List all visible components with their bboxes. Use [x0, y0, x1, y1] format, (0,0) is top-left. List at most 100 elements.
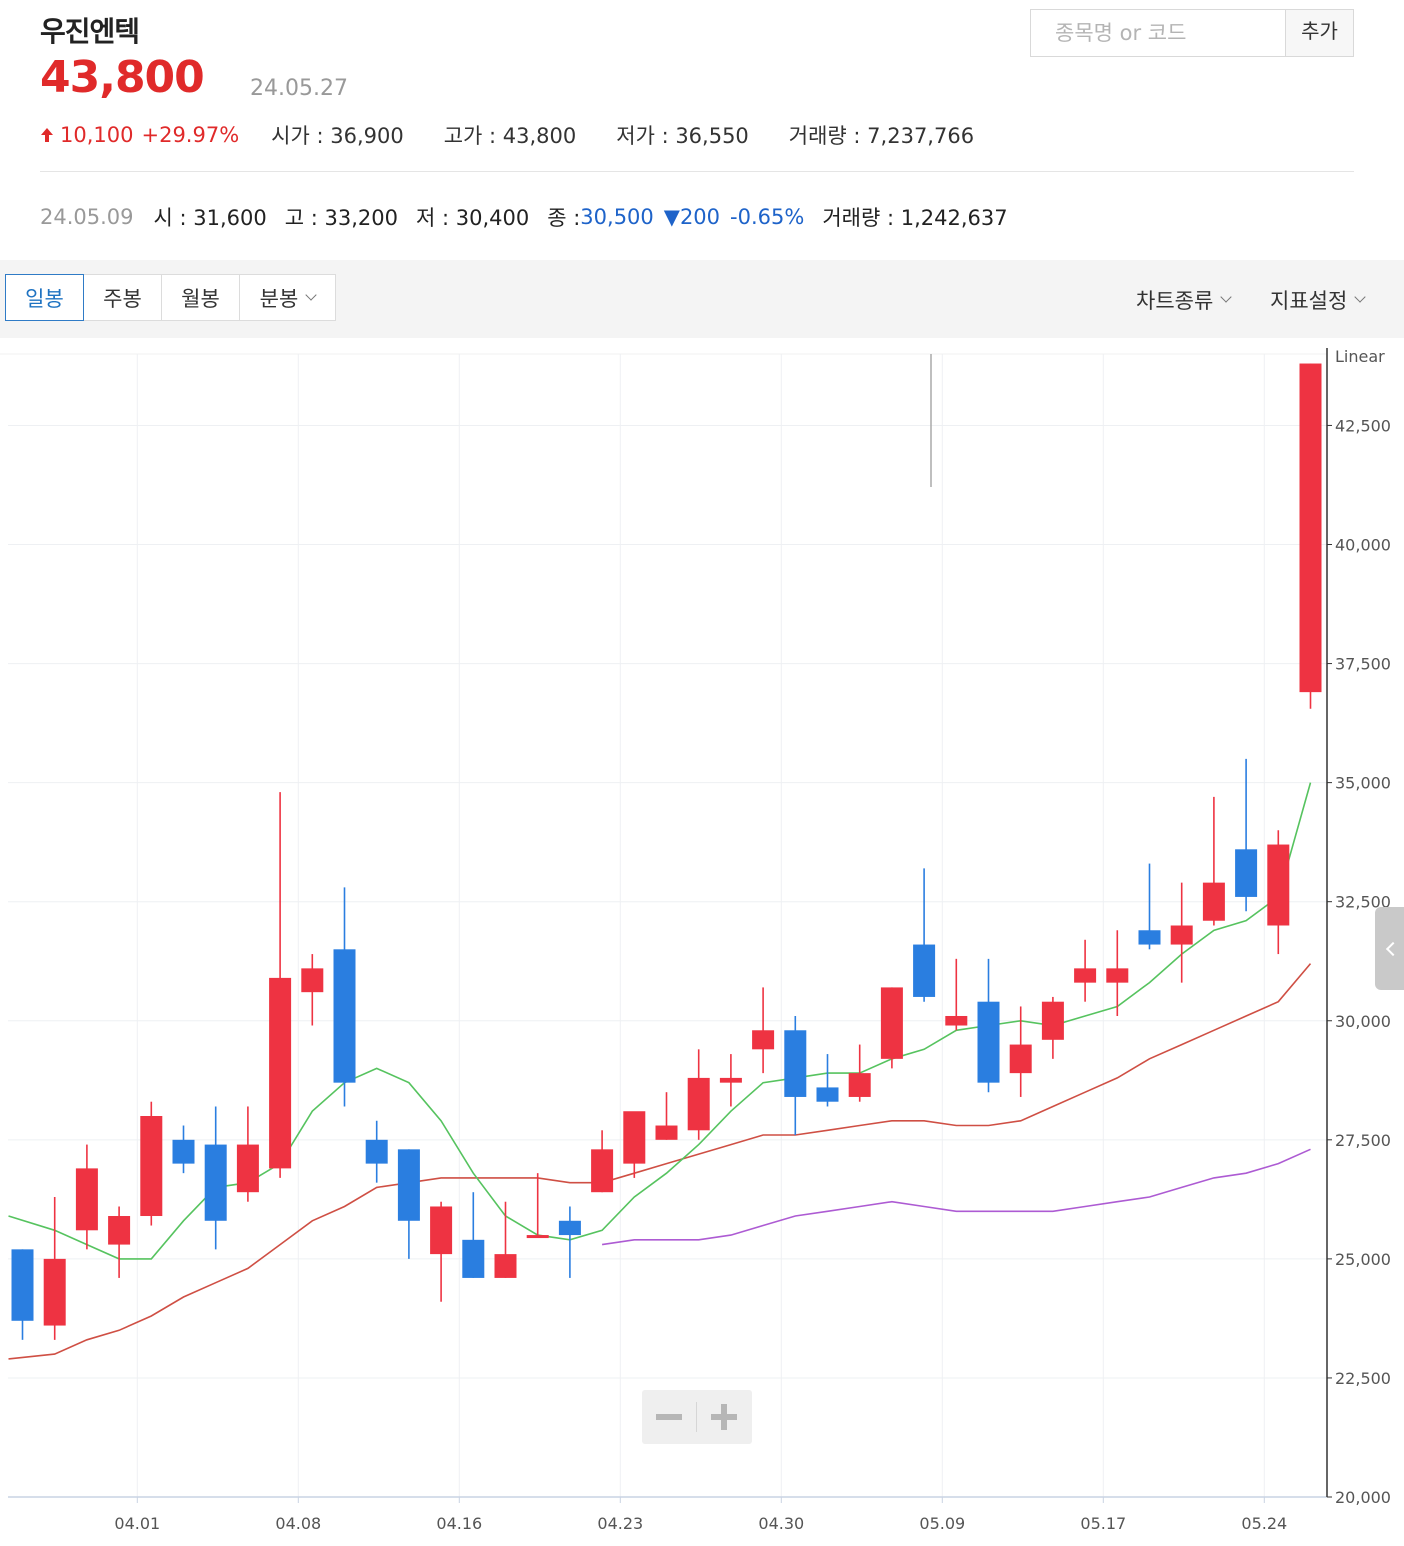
change-percent: +29.97% — [141, 123, 240, 147]
hover-date: 24.05.09 — [40, 205, 134, 229]
x-tick-label: 04.30 — [758, 1514, 804, 1533]
chevron-down-icon — [1354, 291, 1366, 303]
chevron-left-icon — [1385, 941, 1400, 956]
candle-body — [752, 1030, 775, 1050]
candle — [526, 1173, 549, 1239]
candle-body — [301, 968, 324, 993]
candle-body — [1041, 1001, 1064, 1040]
candle — [11, 1249, 34, 1340]
hover-change: 200 — [679, 205, 721, 229]
candle — [848, 1044, 871, 1102]
candle-body — [880, 987, 903, 1059]
candle — [301, 954, 324, 1026]
chart-type-dropdown[interactable]: 차트종류 — [1136, 285, 1232, 315]
hover-close-label: 종 : — [547, 206, 581, 230]
hover-high: 고 : 33,200 — [284, 206, 398, 230]
side-panel-toggle[interactable] — [1375, 907, 1404, 990]
up-arrow-icon — [41, 128, 53, 142]
candle-body — [591, 1149, 614, 1193]
chart-type-label: 차트종류 — [1136, 289, 1214, 313]
low-price: 저가 : 36,550 — [616, 124, 749, 148]
tab-minute[interactable]: 분봉 — [240, 274, 336, 321]
candle-body — [1170, 925, 1193, 945]
x-tick-label: 04.16 — [436, 1514, 482, 1533]
stock-name: 우진엔텍 — [40, 15, 140, 48]
ma20-line — [8, 963, 1312, 1360]
candle — [172, 1125, 195, 1174]
candle — [269, 792, 292, 1178]
zoom-in-button[interactable] — [697, 1390, 751, 1444]
ma60-line — [601, 1148, 1311, 1246]
candle — [462, 1192, 485, 1278]
candle-body — [204, 1144, 227, 1221]
x-tick-label: 05.24 — [1241, 1514, 1287, 1533]
y-tick-label: 35,000 — [1335, 774, 1391, 793]
price-date: 24.05.27 — [250, 76, 348, 101]
y-tick-label: 22,500 — [1335, 1369, 1391, 1388]
candle — [591, 1130, 614, 1193]
chevron-down-icon — [305, 288, 317, 301]
add-button[interactable]: 추가 — [1285, 10, 1353, 56]
candle — [1074, 939, 1097, 1002]
tab-monthly[interactable]: 월봉 — [162, 274, 240, 321]
zoom-out-button[interactable] — [642, 1390, 696, 1444]
grid: 04.01 04.08 04.16 04.23 04.30 05.09 05.17 05.24 — [0, 353, 1327, 1533]
plus-icon — [711, 1404, 737, 1430]
candle — [1202, 796, 1225, 926]
candle-body — [719, 1077, 742, 1083]
open-price: 시가 : 36,900 — [271, 124, 404, 148]
x-tick-label: 04.23 — [597, 1514, 643, 1533]
candle — [1267, 830, 1290, 955]
indicator-label: 지표설정 — [1270, 289, 1348, 313]
candle-body — [1235, 849, 1258, 897]
candle — [1138, 863, 1161, 950]
y-tick-label: 30,000 — [1335, 1012, 1391, 1031]
candle — [75, 1144, 98, 1250]
candle-body — [1138, 930, 1161, 945]
tab-daily[interactable]: 일봉 — [5, 274, 84, 321]
candle — [43, 1196, 66, 1340]
candle — [333, 887, 356, 1107]
price-change: 10,100 +29.97% — [40, 123, 239, 147]
candle-body — [43, 1258, 66, 1326]
candle — [558, 1206, 581, 1278]
candle-body — [1009, 1044, 1032, 1074]
tab-weekly[interactable]: 주봉 — [84, 274, 162, 321]
candle — [623, 1111, 646, 1178]
candlestick-chart[interactable]: 04.01 04.08 04.16 04.23 04.30 05.09 05.17 05.24… — [0, 340, 1404, 1546]
candle — [1041, 996, 1064, 1059]
minus-icon — [656, 1414, 682, 1420]
high-price: 고가 : 43,800 — [443, 124, 577, 148]
candle-body — [784, 1030, 807, 1097]
volume: 거래량 : 7,237,766 — [788, 124, 975, 148]
hover-volume: 거래량 : 1,242,637 — [822, 206, 1008, 230]
candle-body — [1267, 844, 1290, 926]
candle-body — [430, 1206, 453, 1255]
candle-body — [236, 1144, 259, 1193]
candle — [816, 1054, 839, 1107]
hover-low: 저 : 30,400 — [415, 206, 530, 230]
tab-minute-label: 분봉 — [259, 286, 299, 311]
candle — [977, 958, 1000, 1093]
y-tick-label: 40,000 — [1335, 536, 1391, 555]
search-input[interactable] — [1031, 10, 1285, 56]
candle-body — [526, 1235, 549, 1239]
candle — [1170, 882, 1193, 983]
change-amount: 10,100 — [60, 123, 134, 147]
x-tick-label: 04.01 — [114, 1514, 160, 1533]
zoom-control — [642, 1390, 752, 1444]
stock-search: 추가 — [1030, 9, 1354, 57]
indicator-dropdown[interactable]: 지표설정 — [1270, 285, 1366, 315]
header-divider — [40, 171, 1354, 172]
candle-body — [816, 1087, 839, 1102]
hover-change-percent: -0.65% — [730, 205, 805, 229]
candle-body — [945, 1015, 968, 1026]
candle — [1235, 758, 1258, 912]
candle-body — [333, 949, 356, 1083]
candle — [880, 987, 903, 1069]
hover-info: 24.05.09 시 : 31,600 고 : 33,200 저 : 30,40… — [40, 202, 1008, 232]
y-tick-label: 37,500 — [1335, 655, 1391, 674]
candle-body — [848, 1073, 871, 1097]
candles — [11, 363, 1322, 1340]
candle-body — [623, 1111, 646, 1164]
